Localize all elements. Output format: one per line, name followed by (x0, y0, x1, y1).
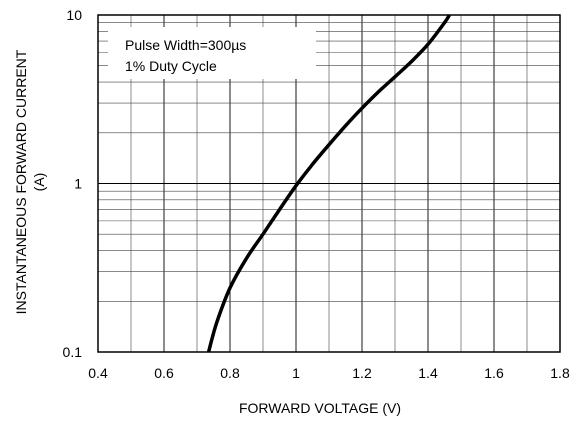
y-axis-title-line1: INSTANTANEOUS FORWARD CURRENT (13, 49, 29, 314)
series-line-0 (206, 14, 451, 353)
x-tick-label: 0.6 (154, 365, 174, 381)
y-axis-title-line2: (A) (31, 173, 47, 192)
annotation-pulse-width: Pulse Width=300µs (125, 37, 246, 53)
series-layer (206, 14, 451, 353)
y-axis-title: INSTANTANEOUS FORWARD CURRENT (A) (13, 49, 47, 314)
y-tick-label: 1 (74, 176, 82, 192)
annotation-duty-cycle: 1% Duty Cycle (125, 58, 217, 74)
y-tick-label: 10 (66, 7, 82, 23)
plot-frame (97, 14, 561, 353)
x-tick-label: 0.4 (88, 365, 108, 381)
annotation-background (108, 27, 316, 79)
annotation-box: Pulse Width=300µs 1% Duty Cycle (108, 27, 316, 79)
x-tick-label: 1 (292, 365, 300, 381)
y-tick-label: 0.1 (63, 344, 83, 360)
x-axis-title: FORWARD VOLTAGE (V) (239, 400, 401, 416)
x-tick-label: 1.8 (550, 365, 570, 381)
x-tick-label: 1.6 (484, 365, 504, 381)
x-tick-label: 1.2 (352, 365, 372, 381)
x-tick-label: 1.4 (418, 365, 438, 381)
tick-labels: 0.4 0.6 0.8 1 1.2 1.4 1.6 1.8 0.1 1 10 (63, 7, 570, 381)
x-tick-label: 0.8 (220, 365, 240, 381)
